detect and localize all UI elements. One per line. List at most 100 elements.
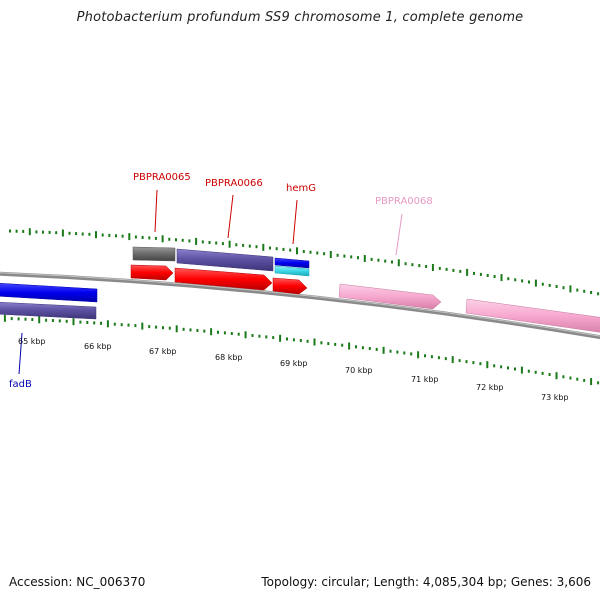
label-line-hemG [292,199,298,245]
minor-tick [196,329,199,332]
minor-tick [459,269,462,273]
minor-tick [289,248,292,252]
minor-tick [208,241,211,244]
minor-tick [528,280,530,284]
minor-tick [134,324,137,328]
major-tick [262,243,265,251]
minor-tick [424,354,426,358]
gene-fadB-purple-bar[interactable] [0,301,97,320]
minor-tick [473,271,475,275]
gene-label-PBPRA0068[interactable]: PBPRA0068 [375,196,433,207]
minor-tick [115,234,117,238]
major-tick [244,331,247,339]
minor-tick [534,370,537,374]
minor-tick [410,352,413,356]
ruler-labels: 65 kbp 66 kbp 67 kbp 68 kbp 69 kbp 70 kb… [18,337,569,402]
gene-label-PBPRA0065[interactable]: PBPRA0065 [133,172,191,183]
minor-tick [555,285,558,288]
major-tick [38,316,41,324]
minor-tick [148,325,151,329]
major-tick [106,320,109,328]
genome-backbone [0,271,600,340]
major-tick [466,268,469,276]
minor-tick [22,229,25,233]
minor-tick [282,247,285,251]
gene-PBPRA0065-arrow[interactable] [130,264,174,281]
minor-tick [597,292,600,296]
minor-tick [217,330,219,334]
minor-tick [583,378,586,382]
minor-tick [292,338,295,342]
minor-tick [527,369,530,373]
minor-tick [437,356,440,360]
gene-hemG-upper-bar[interactable] [274,257,310,269]
minor-tick [9,229,11,233]
minor-tick [438,266,441,270]
gene-label-fadB[interactable]: fadB [9,379,32,390]
minor-tick [327,342,330,346]
minor-tick [500,365,503,369]
minor-tick [162,326,164,330]
minor-tick [377,258,380,262]
major-tick [161,235,164,243]
minor-tick [68,231,71,235]
minor-tick [24,317,27,321]
minor-tick [286,337,288,341]
ruler-label: 66 kbp [84,342,112,351]
major-tick [95,231,97,239]
gene-PBPRA0065-upper-bar[interactable] [132,246,176,262]
ruler-label: 65 kbp [18,337,46,346]
minor-tick [201,240,204,244]
minor-tick [51,319,54,322]
minor-tick [269,246,271,250]
minor-tick [113,322,116,326]
gene-label-hemG[interactable]: hemG [286,183,316,194]
minor-tick [75,232,78,236]
minor-tick [320,341,323,345]
minor-tick [258,334,261,338]
major-tick [417,351,420,359]
minor-tick [576,377,579,381]
minor-tick [189,328,192,332]
label-line-fadB [18,332,23,375]
minor-tick [154,236,157,240]
gene-PBPRA0066-arrow[interactable] [174,267,273,291]
gene-fadB-blue-bar[interactable] [0,283,98,303]
gene-pink-right-arrow[interactable] [465,298,600,333]
minor-tick [48,230,51,234]
major-tick [228,240,231,248]
major-tick [486,361,489,369]
minor-tick [181,238,184,242]
major-tick [363,255,366,262]
minor-tick [35,230,38,234]
minor-tick [411,263,414,267]
minor-tick [562,375,565,379]
minor-tick [309,250,312,254]
gene-PBPRA0068-arrow[interactable] [338,283,442,310]
minor-tick [65,319,68,323]
gene-label-PBPRA0066[interactable]: PBPRA0066 [205,178,263,189]
minor-tick [445,267,448,271]
minor-tick [121,234,124,238]
label-line-PBPRA0065 [154,189,158,233]
major-tick [329,251,332,258]
minor-tick [370,257,373,261]
minor-tick [101,233,104,237]
minor-tick [265,335,268,339]
major-tick [72,318,75,326]
minor-tick [299,339,302,342]
minor-tick [251,334,254,337]
gene-hemG-cyan-bar[interactable] [274,265,310,277]
minor-tick [230,332,233,335]
minor-tick [418,264,421,268]
gene-hemG-arrow[interactable] [272,277,308,295]
gene-PBPRA0066-upper-bar[interactable] [176,248,274,272]
minor-tick [444,357,447,361]
minor-tick [576,288,579,292]
major-tick [397,259,400,267]
minor-tick [458,359,461,363]
minor-tick [350,255,353,259]
minor-tick [425,265,428,268]
minor-tick [486,274,489,277]
minor-tick [384,259,387,263]
